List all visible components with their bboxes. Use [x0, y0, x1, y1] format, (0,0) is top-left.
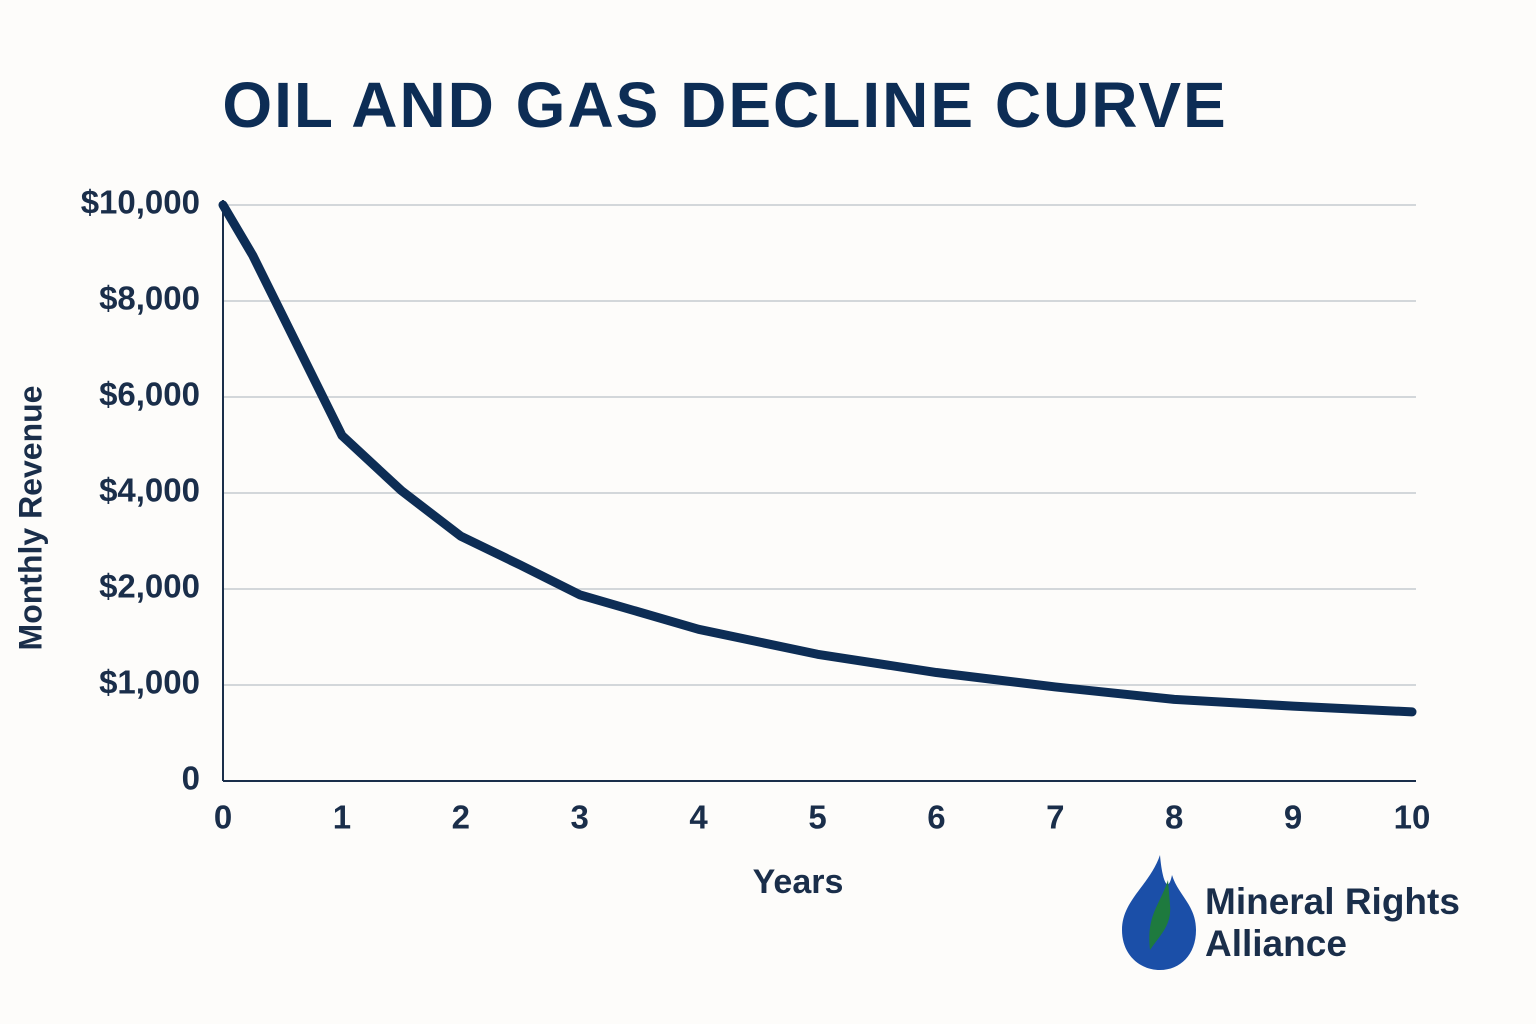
- y-tick-label: $6,000: [99, 376, 200, 413]
- y-tick-label: $10,000: [81, 184, 200, 221]
- y-tick-label: $8,000: [99, 280, 200, 317]
- logo-text: Mineral Rights: [1205, 881, 1460, 922]
- x-tick-label: 5: [808, 799, 826, 836]
- y-tick-label: $2,000: [99, 568, 200, 605]
- x-tick-label: 9: [1284, 799, 1302, 836]
- y-axis-label: Monthly Revenue: [12, 386, 48, 651]
- y-tick-label: $4,000: [99, 472, 200, 509]
- chart-title: OIL AND GAS DECLINE CURVE: [222, 69, 1227, 141]
- x-tick-label: 0: [214, 799, 232, 836]
- x-tick-label: 4: [689, 799, 708, 836]
- logo: Mineral Rights Alliance: [1122, 855, 1460, 970]
- y-tick-label: $1,000: [99, 664, 200, 701]
- line-series: [218, 200, 1417, 717]
- y-tick-label: 0: [182, 760, 200, 797]
- x-tick-label: 8: [1165, 799, 1183, 836]
- logo-text: Alliance: [1205, 923, 1347, 964]
- x-tick-label: 3: [571, 799, 589, 836]
- x-tick-label: 10: [1394, 799, 1431, 836]
- x-tick-label: 2: [452, 799, 470, 836]
- x-tick-label: 7: [1046, 799, 1064, 836]
- x-axis-label: Years: [753, 863, 844, 901]
- logo-leaf: [1149, 880, 1171, 950]
- x-tick-label: 1: [333, 799, 351, 836]
- x-tick-label: 6: [927, 799, 945, 836]
